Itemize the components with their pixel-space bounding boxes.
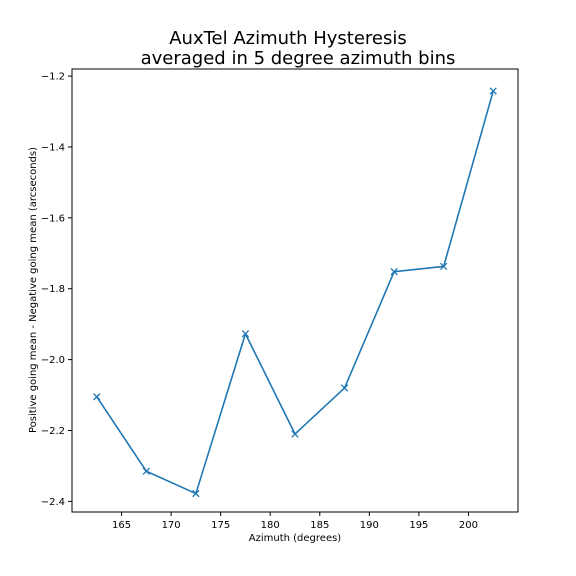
x-tick-label: 175 [211, 520, 230, 531]
y-tick-label: −1.8 [41, 284, 65, 295]
data-point-marker [93, 393, 101, 401]
y-axis-label: Positive going mean - Negative going mea… [28, 147, 39, 433]
data-point-marker [241, 330, 250, 338]
y-tick-label: −2.0 [41, 355, 65, 366]
y-tick-label: −1.2 [41, 72, 65, 83]
data-point-marker [192, 489, 200, 498]
data-point-marker [440, 262, 448, 271]
x-tick-label: 180 [261, 520, 280, 531]
chart-title-line1: AuxTel Azimuth Hysteresis [169, 28, 407, 49]
data-point-marker [340, 384, 349, 392]
data-point-marker [489, 87, 497, 95]
x-axis-label: Azimuth (degrees) [249, 533, 342, 544]
y-tick-label: −1.6 [41, 213, 65, 224]
y-tick-label: −2.4 [41, 497, 65, 508]
y-tick-label: −2.2 [41, 426, 65, 437]
y-tick-label: −1.4 [41, 142, 65, 153]
data-point-marker [390, 268, 398, 276]
chart-title-line2: averaged in 5 degree azimuth bins [141, 48, 456, 69]
x-tick-label: 200 [459, 520, 478, 531]
x-tick-label: 185 [310, 520, 329, 531]
x-tick-label: 170 [162, 520, 181, 531]
x-tick-label: 190 [360, 520, 379, 531]
data-point-marker [291, 430, 299, 438]
plot-area [71, 68, 519, 513]
x-tick-label: 165 [112, 520, 131, 531]
data-point-marker [142, 467, 150, 475]
x-tick-label: 195 [409, 520, 428, 531]
y-axis: −2.4 −2.2 −2.0 −1.8 −1.6 −1.4 −1.2 [41, 72, 72, 508]
series-layer [93, 87, 497, 498]
x-axis: 165 170 175 180 185 190 195 200 [112, 512, 478, 531]
